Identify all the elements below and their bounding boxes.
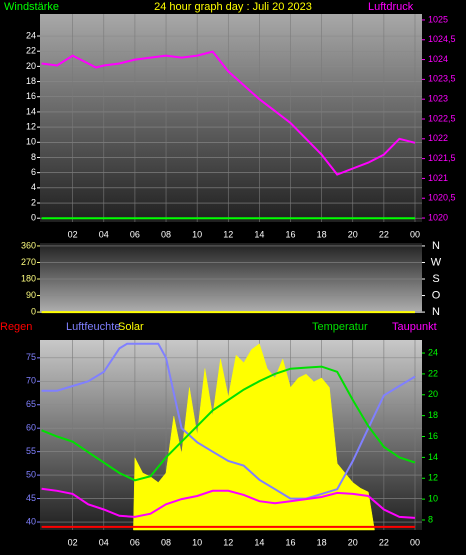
y-tick-label: 18 [26,76,36,86]
y2-tick-label: 1021,5 [428,153,456,163]
legend-label: Solar [118,321,144,333]
x-tick-label: 16 [286,537,296,547]
y2-tick-label: N [432,306,440,318]
y2-tick-label: 18 [428,410,438,420]
x-tick-label: 20 [348,229,358,239]
y-tick-label: 90 [26,290,36,300]
y2-tick-label: W [431,256,442,268]
x-tick-label: 22 [379,537,389,547]
x-tick-label: 00 [410,229,420,239]
x-tick-label: 18 [317,229,327,239]
legend-label: Taupunkt [392,321,437,333]
x-tick-label: 02 [68,537,78,547]
y-tick-label: 10 [26,137,36,147]
x-tick-label: 20 [348,537,358,547]
x-tick-label: 08 [161,229,171,239]
series-line [41,342,416,500]
y-tick-label: 22 [26,46,36,56]
chart-title: 24 hour graph day : Juli 20 2023 [154,1,312,13]
legend-label: Luftfeuchte [66,321,120,333]
x-tick-label: 10 [192,229,202,239]
y-tick-label: 0 [31,213,36,223]
x-tick-label: 22 [379,229,389,239]
legend-label: Temperatur [312,321,368,333]
y2-tick-label: 1022 [428,133,448,143]
y-tick-label: 360 [21,240,36,250]
plot-area [40,14,422,222]
x-tick-label: 18 [317,537,327,547]
y-tick-label: 8 [31,152,36,162]
y-tick-label: 70 [26,376,36,386]
y2-tick-label: 1022,5 [428,113,456,123]
y-tick-label: 180 [21,273,36,283]
x-tick-label: 14 [254,537,264,547]
legend-label: Regen [0,321,32,333]
x-tick-label: 04 [99,537,109,547]
y2-tick-label: 16 [428,431,438,441]
y-tick-label: 55 [26,446,36,456]
y2-tick-label: 22 [428,368,438,378]
y-tick-label: 40 [26,516,36,526]
y-tick-label: 4 [31,182,36,192]
y2-tick-label: 10 [428,493,438,503]
series-line [41,487,416,519]
x-tick-label: 12 [223,537,233,547]
y2-tick-label: 1021 [428,173,448,183]
y-tick-label: 24 [26,30,36,40]
y2-tick-label: 20 [428,389,438,399]
y2-tick-label: 24 [428,347,438,357]
x-tick-label: 14 [254,229,264,239]
x-tick-label: 06 [130,537,140,547]
y-tick-label: 16 [26,91,36,101]
x-tick-label: 02 [68,229,78,239]
x-tick-label: 00 [410,537,420,547]
x-tick-label: 08 [161,537,171,547]
y-tick-label: 0 [31,306,36,316]
y-tick-label: 65 [26,399,36,409]
x-tick-label: 04 [99,229,109,239]
legend-label: Windstärke [4,1,59,13]
y-tick-label: 50 [26,469,36,479]
series-line [41,50,416,176]
y2-tick-label: 1023 [428,94,448,104]
series-line [41,365,416,482]
y-tick-label: 6 [31,167,36,177]
x-tick-label: 06 [130,229,140,239]
solar-area [133,343,375,531]
y2-tick-label: 8 [428,514,433,524]
y2-tick-label: 1020 [428,212,448,222]
y2-tick-label: O [432,289,441,301]
y-tick-label: 270 [21,257,36,267]
y-tick-label: 12 [26,121,36,131]
y-tick-label: 45 [26,493,36,503]
y2-tick-label: 1020,5 [428,193,456,203]
y2-tick-label: 14 [428,452,438,462]
x-tick-label: 12 [223,229,233,239]
plot-area [40,243,422,313]
y-tick-label: 20 [26,61,36,71]
x-tick-label: 16 [286,229,296,239]
y2-tick-label: 1025 [428,14,448,24]
y2-tick-label: S [432,273,439,285]
y-tick-label: 60 [26,423,36,433]
legend-label: Luftdruck [368,1,414,13]
y2-tick-label: 1024,5 [428,34,456,44]
x-tick-label: 10 [192,537,202,547]
y-tick-label: 75 [26,352,36,362]
y2-tick-label: 1024 [428,54,448,64]
y2-tick-label: 12 [428,473,438,483]
y2-tick-label: 1023,5 [428,74,456,84]
y-tick-label: 2 [31,197,36,207]
y-tick-label: 14 [26,106,36,116]
y2-tick-label: N [432,240,440,252]
